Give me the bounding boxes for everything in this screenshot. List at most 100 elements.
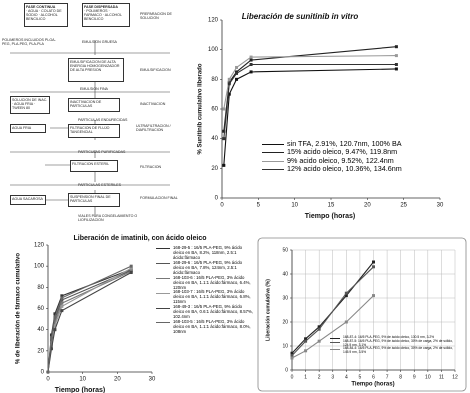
legend-entry: 15% acido oleico, 9.47%, 119.8nm bbox=[262, 147, 452, 157]
legend-swatch bbox=[156, 277, 170, 279]
x-tick-label: 20 bbox=[114, 377, 121, 383]
marker bbox=[394, 67, 398, 71]
marker bbox=[49, 344, 53, 348]
marker bbox=[227, 92, 231, 96]
node: AGUA FRIA bbox=[10, 124, 46, 133]
x-tick-label: 0 bbox=[291, 374, 294, 380]
legend-entry: 168-87-5: 16/5 PLA-PEG, 9% de ácido olei… bbox=[330, 339, 455, 348]
marker bbox=[60, 294, 64, 298]
marker bbox=[53, 323, 57, 327]
legend-label: 168-103-5 : 16/5 PLA-PEG, 3% ácido oleic… bbox=[173, 319, 251, 334]
marker bbox=[222, 163, 226, 167]
y-tick-label: 40 bbox=[211, 136, 218, 142]
y-tick-label: 80 bbox=[37, 285, 44, 291]
legend-swatch bbox=[156, 322, 170, 324]
y-tick-label: 40 bbox=[37, 327, 44, 333]
y-axis-label: % Sunitinib cumulativo liberado bbox=[198, 63, 204, 154]
marker bbox=[304, 337, 308, 341]
marker bbox=[235, 65, 239, 69]
chart-title: Liberación de sunitinib in vitro bbox=[242, 12, 359, 21]
marker bbox=[394, 63, 398, 66]
y-tick-label: 20 bbox=[37, 348, 44, 354]
legend-label: 15% acido oleico, 9.47%, 119.8nm bbox=[287, 147, 398, 157]
marker bbox=[249, 63, 253, 66]
marker bbox=[249, 58, 253, 62]
marker bbox=[227, 82, 231, 86]
node: SOLUCION DE INAC. · AGUA FRIA · TWEEN 80 bbox=[10, 96, 50, 114]
y-tick-label: 30 bbox=[282, 295, 288, 301]
node: EMULSIFICACION DE ALTA ENERGIA HOMOGENIZ… bbox=[68, 58, 124, 82]
y-tick-label: 60 bbox=[211, 107, 218, 113]
marker bbox=[60, 296, 64, 300]
marker bbox=[49, 347, 53, 351]
y-tick-label: 120 bbox=[208, 18, 219, 24]
node: FASE CONTINUA · AGUA · COLATO DE SODIO · … bbox=[24, 3, 68, 27]
x-tick-label: 25 bbox=[400, 203, 407, 209]
legend-entry: 168-103-6 : 16/5 PLA-PEG, 3% ácido oleic… bbox=[156, 275, 254, 291]
series-line bbox=[47, 270, 132, 373]
marker bbox=[129, 264, 133, 268]
legend-entry: 168-103-7 : 16/5 PLA-PEG, 3% ácido oleic… bbox=[156, 289, 254, 305]
y-tick-label: 40 bbox=[282, 271, 288, 277]
legend-entry: 168-84-4: 16/5 PLA-PEG, 9% de ácido olei… bbox=[330, 347, 455, 355]
node-label: FORMULACION FINAL bbox=[140, 196, 178, 200]
legend-swatch bbox=[156, 292, 170, 294]
marker bbox=[344, 320, 348, 324]
node-label: PARTICULAS PURIFICADAS bbox=[78, 150, 126, 154]
x-tick-label: 7 bbox=[386, 374, 389, 380]
node-label: PREPARACION DE SOLUCION bbox=[140, 12, 172, 20]
y-tick-label: 60 bbox=[37, 306, 44, 312]
x-tick-label: 6 bbox=[372, 374, 375, 380]
marker bbox=[60, 301, 64, 305]
x-tick-label: 8 bbox=[399, 374, 402, 380]
marker bbox=[304, 339, 308, 343]
marker bbox=[394, 45, 398, 49]
legend-label: 168-29-6 : 16/5 PLA-PEG, 9% ácido oleico… bbox=[173, 259, 243, 275]
legend-swatch bbox=[156, 263, 170, 265]
legend-label: 9% acido oleico, 9.52%, 122.4nm bbox=[287, 155, 394, 165]
legend: 168-87-4: 16/5 PLA-PEG, 9% de ácido olei… bbox=[330, 335, 455, 355]
y-tick-label: 100 bbox=[34, 264, 45, 270]
legend-label: 168-84-4: 16/5 PLA-PEG, 9% de ácido olei… bbox=[343, 346, 453, 355]
series-line bbox=[223, 63, 397, 139]
marker bbox=[46, 370, 50, 374]
legend-swatch bbox=[330, 341, 340, 343]
series-line bbox=[47, 267, 132, 373]
node-label: INACTIVACION bbox=[140, 102, 166, 106]
marker bbox=[53, 320, 57, 324]
legend-swatch bbox=[330, 337, 340, 339]
legend-label: 12% acido oleico, 10.36%, 134.6nm bbox=[287, 163, 402, 173]
marker bbox=[394, 54, 398, 58]
marker bbox=[53, 312, 57, 316]
chart-title: Liberación de imatinib, con ácido oleico bbox=[73, 235, 206, 242]
marker bbox=[60, 304, 64, 308]
legend-label: sin TFA, 2.91%, 120.7nm, 100% BA bbox=[287, 139, 402, 148]
node: SUSPENSION FINAL DE PARTICULAS bbox=[68, 193, 120, 207]
x-tick-label: 30 bbox=[149, 377, 156, 383]
legend-entry: 168-29-5 : 16/5 PLA-PEG, 9% ácido oleico… bbox=[156, 245, 254, 261]
legend-swatch bbox=[330, 349, 340, 351]
node-label: PARTICULAS ENDURECIDAS bbox=[78, 118, 128, 122]
marker bbox=[227, 77, 231, 81]
marker bbox=[60, 309, 64, 313]
legend-swatch bbox=[262, 160, 284, 162]
marker bbox=[249, 55, 253, 59]
marker bbox=[129, 271, 133, 275]
legend: 168-29-5 : 16/5 PLA-PEG, 9% ácido oleico… bbox=[156, 245, 254, 335]
x-tick-label: 10 bbox=[425, 374, 431, 380]
node-label: EMULSION GRUESA bbox=[82, 40, 117, 44]
x-axis-label: Tiempo (horas) bbox=[351, 382, 394, 388]
y-tick-label: 0 bbox=[215, 196, 219, 202]
marker bbox=[222, 107, 226, 111]
x-tick-label: 0 bbox=[220, 203, 224, 209]
x-tick-label: 5 bbox=[359, 374, 362, 380]
legend-entry: 168-49-3 : 16/5 PLA-PEG, 9% ácido oleico… bbox=[156, 304, 254, 320]
marker bbox=[290, 351, 294, 355]
series-line bbox=[47, 265, 132, 373]
chart-frame bbox=[257, 237, 467, 392]
node-label: POLIMEROS INCLUIDOS PLGA-PEG, PLA-PEG, P… bbox=[2, 38, 56, 46]
x-tick-label: 20 bbox=[364, 203, 371, 209]
legend-swatch bbox=[262, 168, 284, 170]
marker bbox=[222, 137, 226, 141]
x-tick-label: 9 bbox=[413, 374, 416, 380]
